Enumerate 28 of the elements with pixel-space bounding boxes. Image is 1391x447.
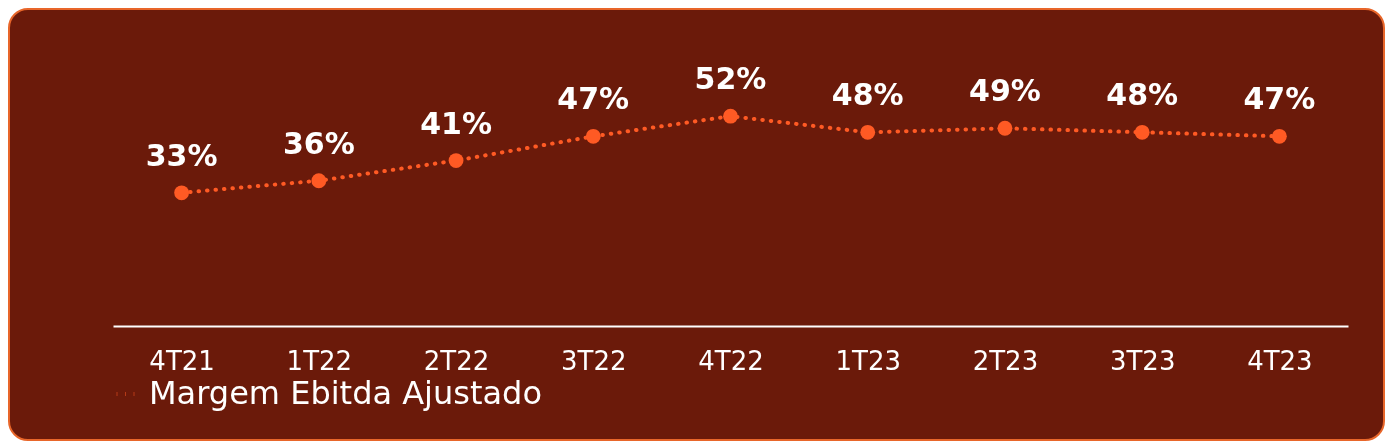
x-tick-label: 3T23 [1109,345,1176,376]
x-tick-label: 4T21 [149,345,215,376]
data-label: 33% [145,137,218,173]
data-label: 52% [694,61,767,97]
x-tick-label: 2T23 [972,345,1039,376]
data-label: 36% [282,125,355,161]
legend-label: Margem Ebitda Ajustado [149,374,542,412]
data-label: 41% [420,105,492,141]
x-tick-label: 4T23 [1247,345,1313,376]
x-tick-label: 4T22 [698,345,764,376]
point [860,124,876,140]
x-tick-label: 1T22 [286,345,353,376]
point [311,173,327,189]
point [585,128,601,144]
point [1134,124,1150,140]
point [448,153,464,168]
data-label: 49% [969,73,1041,109]
point [997,120,1013,136]
x-tick-label: 3T22 [561,345,627,376]
data-label: 47% [1243,81,1316,117]
point [174,185,190,201]
x-tick-label: 2T22 [423,345,490,376]
data-label: 47% [557,81,630,117]
data-label: 48% [831,77,904,113]
data-label: 48% [1106,77,1179,113]
point [723,108,738,124]
x-tick-label: 1T23 [835,345,901,376]
point [1271,128,1287,144]
